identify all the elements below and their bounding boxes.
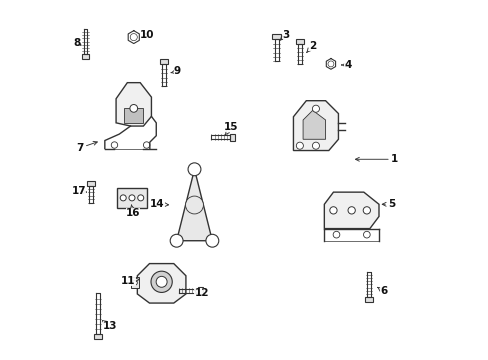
- Text: 8: 8: [73, 38, 81, 48]
- Text: 7: 7: [76, 141, 97, 153]
- Circle shape: [138, 195, 143, 201]
- Text: 6: 6: [377, 287, 386, 296]
- Circle shape: [205, 234, 218, 247]
- Text: 15: 15: [223, 122, 238, 135]
- Circle shape: [329, 207, 336, 214]
- Circle shape: [129, 195, 135, 201]
- Text: 5: 5: [382, 199, 394, 209]
- Text: 1: 1: [355, 154, 397, 164]
- Circle shape: [120, 195, 126, 201]
- Bar: [272, 35, 281, 40]
- Text: 9: 9: [171, 66, 181, 76]
- Circle shape: [363, 231, 369, 238]
- Polygon shape: [324, 192, 378, 229]
- Polygon shape: [293, 101, 338, 150]
- Text: 16: 16: [125, 205, 140, 218]
- Bar: [124, 108, 143, 123]
- Text: 13: 13: [102, 321, 118, 332]
- Text: 4: 4: [341, 60, 351, 70]
- Bar: [94, 334, 102, 339]
- Circle shape: [111, 142, 118, 148]
- Polygon shape: [117, 188, 147, 208]
- Bar: [81, 54, 89, 59]
- Bar: [295, 39, 304, 44]
- Text: 11: 11: [121, 276, 139, 286]
- Polygon shape: [176, 169, 212, 241]
- Bar: [160, 59, 168, 64]
- Bar: [197, 287, 202, 294]
- Circle shape: [130, 104, 137, 112]
- Circle shape: [170, 234, 183, 247]
- Bar: [86, 181, 95, 186]
- Circle shape: [156, 276, 167, 287]
- Text: 2: 2: [306, 41, 315, 53]
- Bar: [364, 297, 372, 302]
- Text: 10: 10: [140, 30, 154, 40]
- Polygon shape: [303, 111, 325, 139]
- Circle shape: [151, 271, 172, 292]
- Bar: [131, 277, 139, 288]
- Circle shape: [143, 142, 149, 148]
- Text: 3: 3: [280, 30, 289, 40]
- Polygon shape: [116, 83, 151, 126]
- Circle shape: [132, 280, 137, 285]
- Circle shape: [312, 105, 319, 112]
- Circle shape: [332, 231, 339, 238]
- Circle shape: [312, 142, 319, 149]
- Circle shape: [188, 163, 201, 176]
- Polygon shape: [137, 264, 185, 303]
- Text: 14: 14: [150, 199, 168, 209]
- Text: 12: 12: [194, 288, 208, 298]
- Text: 17: 17: [71, 186, 86, 197]
- Circle shape: [363, 207, 370, 214]
- Circle shape: [347, 207, 355, 214]
- Circle shape: [185, 196, 203, 214]
- Bar: [229, 134, 234, 141]
- Circle shape: [296, 142, 303, 149]
